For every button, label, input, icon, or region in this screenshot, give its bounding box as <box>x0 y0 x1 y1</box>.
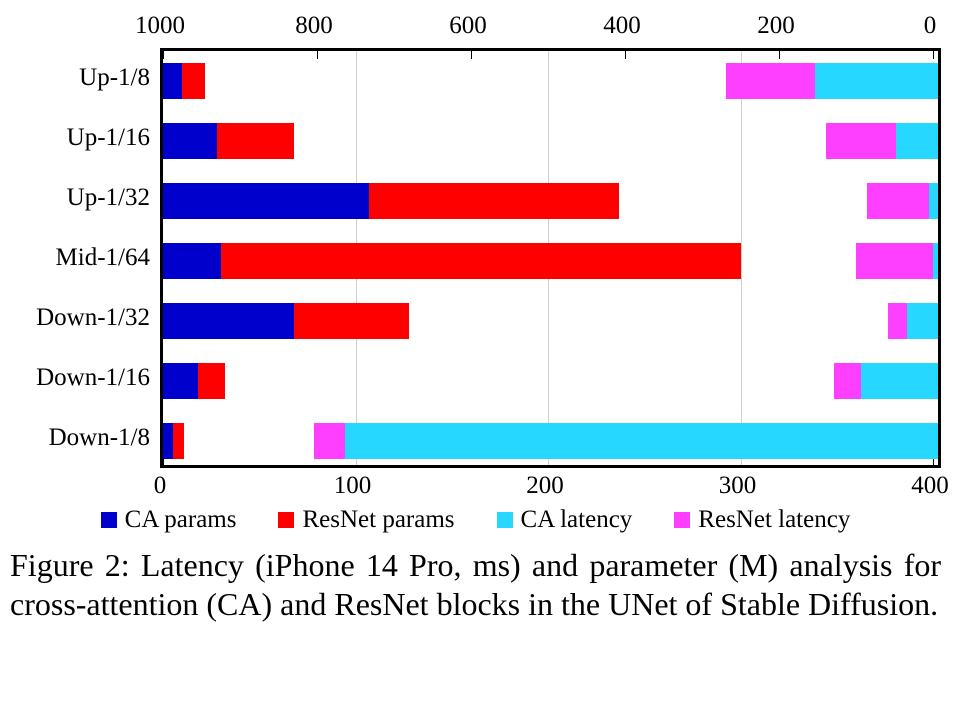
bar-resnet-latency <box>834 363 861 399</box>
legend-item: CA latency <box>497 506 633 534</box>
y-axis-labels: Up-1/8 Up-1/16 Up-1/32 Mid-1/64 Down-1/32 Dow… <box>10 48 160 468</box>
bar-ca-params <box>163 63 182 99</box>
plot-area <box>160 48 941 468</box>
bar-row <box>163 183 938 219</box>
bottom-tick: 300 <box>719 472 757 500</box>
bar-ca-latency <box>345 423 938 459</box>
legend-swatch <box>674 512 690 528</box>
bar-ca-params <box>163 183 369 219</box>
y-category-label: Up-1/16 <box>67 124 150 152</box>
bar-resnet-params <box>369 183 619 219</box>
y-category-label: Down-1/32 <box>36 304 150 332</box>
bar-ca-latency <box>896 123 938 159</box>
top-tick: 200 <box>757 12 795 40</box>
bar-resnet-latency <box>314 423 345 459</box>
top-axis: 10008006004002000 <box>160 12 930 48</box>
top-tickmark <box>471 51 472 59</box>
legend-label: CA latency <box>521 506 633 534</box>
bar-resnet-params <box>221 243 741 279</box>
top-tick: 600 <box>449 12 487 40</box>
legend-label: CA params <box>125 506 237 534</box>
bar-row <box>163 63 938 99</box>
legend-label: ResNet latency <box>698 506 850 534</box>
bottom-tick: 0 <box>154 472 167 500</box>
bar-resnet-params <box>173 423 185 459</box>
bar-resnet-params <box>217 123 294 159</box>
legend-item: ResNet params <box>278 506 454 534</box>
legend-swatch <box>278 512 294 528</box>
bar-resnet-latency <box>888 303 907 339</box>
bar-resnet-latency <box>826 123 895 159</box>
plot-row: Up-1/8 Up-1/16 Up-1/32 Mid-1/64 Down-1/32 Dow… <box>10 48 941 468</box>
bar-ca-params <box>163 363 198 399</box>
top-tickmark <box>625 51 626 59</box>
bar-row <box>163 303 938 339</box>
bar-resnet-params <box>294 303 410 339</box>
bar-ca-latency <box>861 363 938 399</box>
bar-row <box>163 243 938 279</box>
bottom-tick: 400 <box>911 472 949 500</box>
bar-ca-latency <box>907 303 938 339</box>
top-tick: 0 <box>924 12 937 40</box>
top-tickmark <box>779 51 780 59</box>
bar-ca-params <box>163 423 173 459</box>
y-category-label: Down-1/8 <box>49 424 150 452</box>
y-category-label: Down-1/16 <box>36 364 150 392</box>
y-category-label: Mid-1/64 <box>56 244 150 272</box>
bottom-tick: 200 <box>526 472 564 500</box>
figure-caption: Figure 2: Latency (iPhone 14 Pro, ms) an… <box>10 546 941 624</box>
bar-resnet-params <box>198 363 225 399</box>
legend-item: CA params <box>101 506 237 534</box>
bar-ca-latency <box>815 63 938 99</box>
y-category-label: Up-1/32 <box>67 184 150 212</box>
figure: 10008006004002000 Up-1/8Up-1/16Up-1/32Mi… <box>0 0 959 720</box>
top-tickmark <box>163 51 164 59</box>
top-tick: 1000 <box>135 12 185 40</box>
legend-item: ResNet latency <box>674 506 850 534</box>
top-tick: 800 <box>295 12 333 40</box>
legend-swatch <box>101 512 117 528</box>
y-category-label: Up-1/8 <box>79 64 150 92</box>
bar-ca-params <box>163 123 217 159</box>
top-tick: 400 <box>603 12 641 40</box>
bar-resnet-latency <box>867 183 929 219</box>
legend-label: ResNet params <box>302 506 454 534</box>
bar-ca-params <box>163 243 221 279</box>
top-tickmark <box>933 51 934 59</box>
bottom-axis: 0100200300400 <box>160 468 930 504</box>
bar-row <box>163 363 938 399</box>
bar-row <box>163 123 938 159</box>
figure-label: Figure 2: <box>10 547 130 583</box>
legend: CA params ResNet params CA latency ResNet l… <box>10 506 941 534</box>
bar-ca-latency <box>933 243 938 279</box>
bar-resnet-latency <box>856 243 933 279</box>
bar-row <box>163 423 938 459</box>
bar-resnet-latency <box>726 63 815 99</box>
top-tickmark <box>317 51 318 59</box>
legend-swatch <box>497 512 513 528</box>
figure-caption-text: Latency (iPhone 14 Pro, ms) and paramete… <box>10 547 941 622</box>
bar-ca-latency <box>929 183 938 219</box>
bottom-tick: 100 <box>334 472 372 500</box>
bar-resnet-params <box>182 63 205 99</box>
bar-ca-params <box>163 303 294 339</box>
